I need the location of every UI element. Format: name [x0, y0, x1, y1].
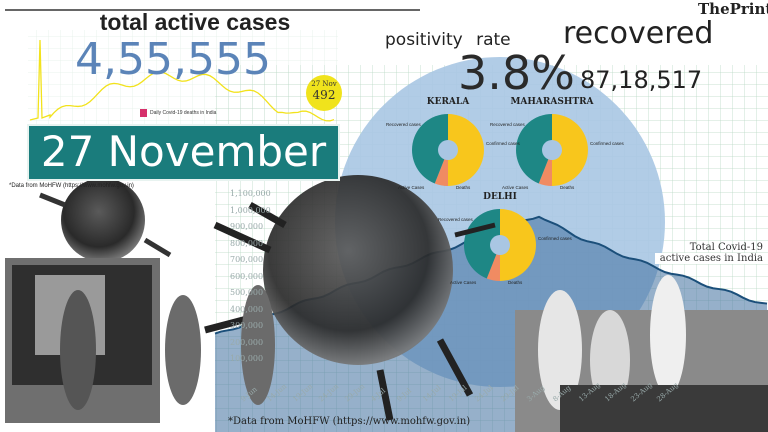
ambulance-photo	[5, 258, 160, 423]
y-tick-label: 1,000,000	[230, 205, 271, 215]
pie-label: Confirmed cases	[590, 141, 624, 146]
legend-text: Daily Covid-19 deaths in India	[150, 109, 217, 116]
pie-slice	[500, 209, 536, 281]
pie-hole	[438, 140, 458, 160]
y-tick-label: 1,100,000	[230, 189, 271, 198]
active-cases-title: total active cases	[99, 9, 291, 35]
pie-hole	[542, 140, 562, 160]
pie-label: Active Cases	[450, 280, 477, 285]
deaths-series-line	[29, 39, 335, 122]
pie-label: Recovered cases	[490, 122, 525, 127]
state-pies	[412, 114, 588, 281]
y-tick-label: 200,000	[230, 337, 264, 347]
deaths-line-chart	[29, 39, 335, 122]
y-tick-label: 400,000	[230, 304, 264, 314]
ppe-workers-photo	[515, 275, 768, 432]
y-tick-label: 600,000	[230, 271, 264, 281]
pie-hole	[490, 235, 510, 255]
pie-slice	[448, 114, 484, 186]
y-tick-label: 700,000	[230, 255, 264, 264]
positivity-label: positivity rate	[385, 30, 511, 50]
date-banner: 27 November	[27, 124, 340, 181]
pie-label: Deaths	[508, 280, 523, 285]
active-chart-title: Total Covid-19 active cases in India	[655, 242, 763, 264]
pie-label: Active Cases	[398, 185, 425, 190]
positivity-value: 3.8%	[458, 46, 575, 100]
deaths-source: *Data from MoHFW (https://www.mohfw.gov.…	[9, 183, 134, 189]
state-name-delhi: DELHI	[483, 192, 517, 202]
virus-image-small	[39, 178, 172, 262]
active-source: *Data from MoHFW (https://www.mohfw.gov.…	[228, 416, 471, 427]
y-tick-label: 100,000	[230, 354, 264, 363]
state-name-kerala: KERALA	[426, 97, 470, 107]
state-name-maharashtra: MAHARASHTRA	[510, 97, 594, 107]
pie-label: Recovered cases	[386, 122, 421, 127]
y-tick-label: 800,000	[230, 238, 264, 248]
pie-slice	[516, 114, 552, 184]
callout-value: 492	[312, 88, 336, 102]
callout-date: 27 Nov	[311, 80, 337, 88]
pie-label: Deaths	[456, 185, 471, 190]
deaths-grid	[28, 30, 338, 125]
y-tick-label: 300,000	[230, 321, 264, 330]
pie-slice	[552, 114, 588, 186]
health-worker-figures	[165, 285, 275, 405]
pie-slice	[412, 114, 448, 184]
y-tick-label: 500,000	[230, 288, 264, 297]
active-cases-value: 4,55,555	[75, 34, 271, 85]
y-tick-label: 900,000	[230, 222, 264, 231]
pie-label: Confirmed cases	[538, 236, 572, 241]
deaths-callout: 27 Nov 492	[306, 75, 342, 111]
recovered-value: 87,18,517	[580, 66, 703, 94]
brand-logo: ThePrint	[698, 0, 768, 18]
legend-swatch	[140, 109, 147, 117]
pie-label: Active Cases	[502, 185, 529, 190]
title-line-2: active cases in India	[655, 253, 763, 264]
virus-image-large	[204, 175, 496, 421]
pie-label: Deaths	[560, 185, 575, 190]
title-line-1: Total Covid-19	[689, 242, 763, 253]
pie-label: Confirmed cases	[486, 141, 520, 146]
recovered-label: recovered	[563, 16, 714, 51]
deaths-legend: Daily Covid-19 deaths in India	[140, 109, 216, 117]
pie-label: Recovered cases	[438, 217, 473, 222]
